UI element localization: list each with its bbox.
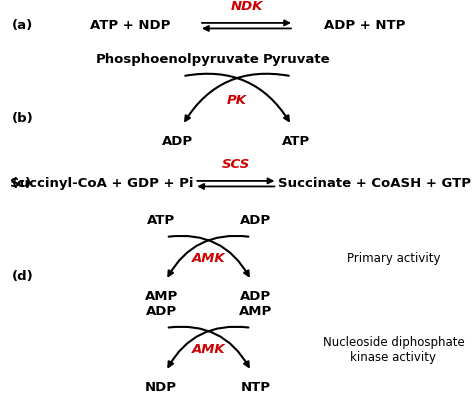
Text: (a): (a) <box>12 19 33 32</box>
Text: AMK: AMK <box>192 252 225 265</box>
Text: NTP: NTP <box>241 381 271 394</box>
Text: Phosphoenolpyruvate: Phosphoenolpyruvate <box>96 53 260 66</box>
Text: (b): (b) <box>12 112 34 125</box>
Text: Nucleoside diphosphate
kinase activity: Nucleoside diphosphate kinase activity <box>322 336 465 363</box>
Text: ATP: ATP <box>147 214 175 227</box>
Text: ADP: ADP <box>162 135 193 148</box>
Text: AMK: AMK <box>192 343 225 356</box>
Text: SCS: SCS <box>222 158 250 171</box>
Text: (c): (c) <box>12 177 32 190</box>
Text: ADP: ADP <box>240 214 272 227</box>
Text: AMP: AMP <box>239 305 273 318</box>
Text: Primary activity: Primary activity <box>346 252 440 265</box>
Text: NDP: NDP <box>145 381 177 394</box>
Text: Pyruvate: Pyruvate <box>263 53 330 66</box>
Text: ADP: ADP <box>146 305 177 318</box>
Text: NDK: NDK <box>230 0 263 13</box>
Text: ADP: ADP <box>240 290 272 303</box>
Text: Succinyl-CoA + GDP + Pi: Succinyl-CoA + GDP + Pi <box>10 177 194 190</box>
Text: (d): (d) <box>12 270 34 283</box>
Text: ATP: ATP <box>282 135 310 148</box>
Text: AMP: AMP <box>145 290 178 303</box>
Text: Succinate + CoASH + GTP: Succinate + CoASH + GTP <box>278 177 471 190</box>
Text: ATP + NDP: ATP + NDP <box>90 19 171 32</box>
Text: PK: PK <box>227 94 247 107</box>
Text: ADP + NTP: ADP + NTP <box>324 19 406 32</box>
